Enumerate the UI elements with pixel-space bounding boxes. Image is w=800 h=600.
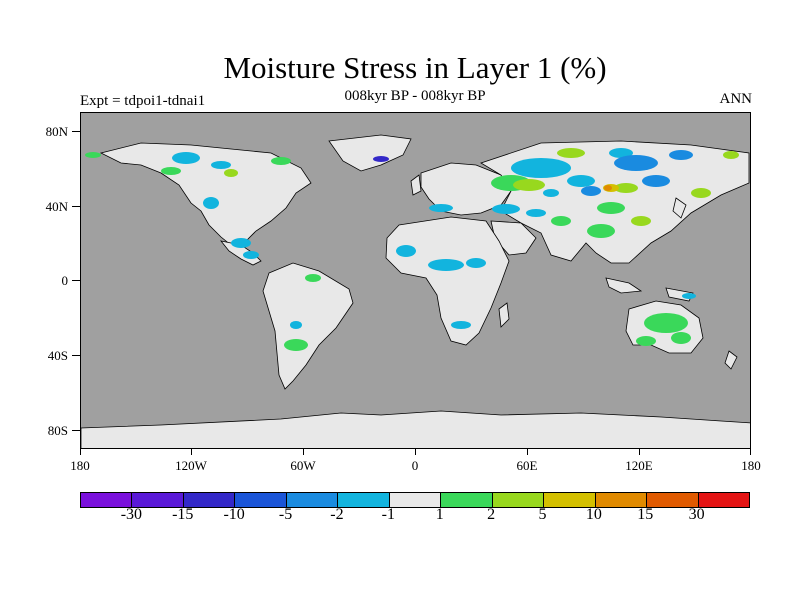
lat-label-0: 0 bbox=[61, 273, 69, 288]
colorbar-swatch bbox=[389, 493, 442, 507]
colorbar-swatch bbox=[235, 493, 287, 507]
lon-label-180w: 180 bbox=[70, 458, 90, 473]
land-new-zealand bbox=[724, 350, 738, 370]
colorbar-label: 30 bbox=[688, 506, 705, 523]
land-south-america bbox=[262, 262, 354, 390]
lat-label-80s: 80S bbox=[47, 423, 68, 438]
colorbar-swatch bbox=[544, 493, 596, 507]
lon-label-0: 0 bbox=[411, 458, 419, 473]
lat-label-40n: 40N bbox=[45, 199, 68, 214]
lon-tick bbox=[750, 449, 751, 455]
colorbar-swatch bbox=[698, 493, 750, 507]
colorbar-swatch bbox=[81, 493, 133, 507]
lat-tick bbox=[72, 206, 80, 207]
land-greenland bbox=[328, 134, 412, 172]
colorbar-label: 5 bbox=[538, 506, 547, 523]
map-title: Moisture Stress in Layer 1 (%) bbox=[223, 50, 607, 85]
lon-tick bbox=[415, 449, 416, 455]
world-map-svg bbox=[81, 134, 750, 448]
lat-tick bbox=[72, 355, 80, 356]
colorbar-label: -30 bbox=[120, 506, 143, 523]
land-japan bbox=[672, 197, 687, 219]
anomaly-negative-strong bbox=[373, 156, 389, 162]
land-madagascar bbox=[498, 302, 510, 328]
land-indonesia bbox=[605, 277, 643, 294]
anomaly-negative-light bbox=[172, 148, 696, 329]
colorbar-swatch bbox=[132, 493, 184, 507]
colorbar-swatch bbox=[338, 493, 390, 507]
colorbar-label: 1 bbox=[435, 506, 444, 523]
land-north-america bbox=[99, 142, 312, 246]
lat-tick bbox=[72, 131, 80, 132]
colorbar bbox=[80, 492, 750, 508]
anomaly-positive-medium bbox=[224, 148, 739, 226]
colorbar-label: -10 bbox=[223, 506, 245, 523]
land-antarctica bbox=[81, 410, 750, 448]
lon-label-60w: 60W bbox=[290, 458, 316, 473]
lon-tick bbox=[80, 449, 81, 455]
lon-label-60e: 60E bbox=[516, 458, 538, 473]
colorbar-swatch bbox=[647, 493, 699, 507]
colorbar-swatch bbox=[492, 493, 545, 507]
colorbar-label: -1 bbox=[381, 506, 395, 523]
land-africa bbox=[385, 216, 510, 346]
lat-label-80n: 80N bbox=[45, 124, 68, 139]
lat-tick bbox=[72, 280, 80, 281]
colorbar-swatch bbox=[286, 493, 339, 507]
colorbar-label: -5 bbox=[278, 506, 293, 523]
colorbar-swatch bbox=[441, 493, 493, 507]
lon-label-180e: 180 bbox=[741, 458, 761, 473]
experiment-label: Expt = tdpoi1-tdnai1 bbox=[80, 93, 206, 109]
colorbar-swatch bbox=[595, 493, 648, 507]
colorbar-label: -2 bbox=[330, 506, 344, 523]
colorbar-swatch bbox=[183, 493, 236, 507]
map-subtitle: 008kyr BP - 008kyr BP bbox=[344, 88, 486, 104]
lat-tick bbox=[72, 430, 80, 431]
anomaly-negative-medium bbox=[581, 150, 693, 196]
lon-tick bbox=[303, 449, 304, 455]
colorbar-label: 15 bbox=[637, 506, 654, 523]
lon-tick bbox=[639, 449, 640, 455]
colorbar-label: 2 bbox=[487, 506, 496, 523]
lat-label-40s: 40S bbox=[47, 348, 68, 363]
lon-tick bbox=[191, 449, 192, 455]
colorbar-label: -15 bbox=[172, 506, 194, 523]
period-label: ANN bbox=[719, 91, 753, 107]
lon-tick bbox=[527, 449, 528, 455]
colorbar-label: 10 bbox=[585, 506, 602, 523]
lon-label-120w: 120W bbox=[175, 458, 207, 473]
world-map bbox=[80, 112, 751, 449]
land-europe bbox=[420, 162, 512, 216]
anomaly-positive-strong bbox=[604, 185, 612, 191]
land-uk bbox=[410, 174, 422, 196]
anomaly-positive-light bbox=[85, 152, 691, 351]
lon-label-120e: 120E bbox=[625, 458, 653, 473]
